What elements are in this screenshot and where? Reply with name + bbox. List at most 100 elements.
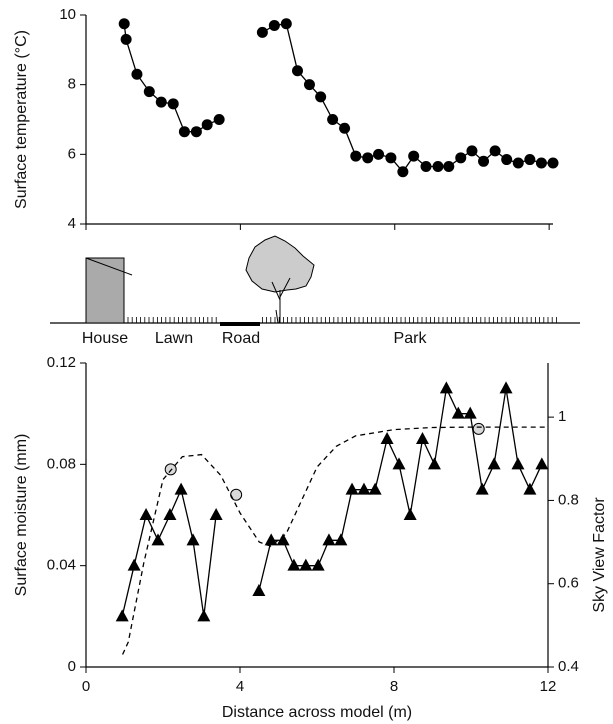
point <box>315 91 327 103</box>
label: Lawn <box>155 330 193 347</box>
point <box>489 145 501 157</box>
data-line <box>122 426 548 655</box>
y-tick-label: 4 <box>68 215 76 232</box>
x-tick-label: 4 <box>236 678 244 695</box>
point <box>167 98 179 110</box>
point <box>252 584 266 596</box>
point <box>151 533 165 546</box>
point <box>415 432 429 444</box>
y-axis-label: Surface moisture (mm) <box>13 434 30 597</box>
point <box>403 508 417 520</box>
point <box>362 152 374 164</box>
y2-tick-label: 0.4 <box>558 658 579 675</box>
x-tick-label: 8 <box>390 678 398 695</box>
point <box>139 508 153 520</box>
point <box>524 154 536 166</box>
grass-blades <box>127 317 557 323</box>
point <box>164 463 177 476</box>
point <box>385 152 397 164</box>
road <box>220 322 260 326</box>
point <box>327 114 339 125</box>
point <box>311 558 325 571</box>
x-axis-label: Distance across model (m) <box>222 704 412 721</box>
y2-axis-label: Sky View Factor <box>591 497 608 613</box>
point <box>268 19 280 31</box>
point <box>280 18 292 30</box>
point <box>427 457 441 470</box>
point <box>118 18 130 30</box>
y2-tick-label: 0.8 <box>558 491 579 508</box>
y-axis-label: Surface temperature (°C) <box>13 30 30 209</box>
point <box>264 533 278 546</box>
point <box>511 457 525 470</box>
data-line <box>123 22 553 173</box>
point <box>163 508 177 520</box>
point <box>443 161 455 173</box>
label: Road <box>222 330 260 347</box>
tree-crown <box>245 235 315 293</box>
x-tick-label: 12 <box>540 678 557 695</box>
point <box>186 533 200 546</box>
point <box>439 381 453 394</box>
point <box>178 126 190 138</box>
point <box>197 609 211 622</box>
point <box>455 152 467 164</box>
point <box>523 482 537 495</box>
y2-tick-label: 0.6 <box>558 575 579 592</box>
y-tick-label: 0.08 <box>47 455 76 472</box>
point <box>339 122 351 134</box>
point <box>408 150 420 162</box>
point <box>115 609 129 622</box>
point <box>501 154 513 166</box>
point <box>256 26 268 38</box>
schematic: House Lawn Road Park <box>50 235 580 347</box>
point <box>373 148 385 160</box>
point <box>350 150 362 162</box>
point <box>174 482 188 495</box>
point <box>190 126 202 138</box>
tree-trunk <box>271 277 291 324</box>
point <box>397 166 409 178</box>
x-tick-label: 0 <box>82 678 90 695</box>
y-tick-label: 8 <box>68 76 76 93</box>
point <box>322 533 336 546</box>
point <box>512 157 524 169</box>
roof <box>85 257 133 276</box>
y-tick-label: 0 <box>68 658 76 675</box>
point <box>292 65 304 77</box>
point <box>357 482 371 495</box>
point <box>155 96 167 108</box>
point <box>276 533 290 546</box>
point <box>475 482 489 495</box>
point <box>209 508 223 520</box>
point <box>380 432 394 444</box>
house <box>85 257 125 324</box>
point <box>143 86 155 98</box>
point <box>432 161 444 173</box>
grass <box>127 317 557 323</box>
point <box>499 381 513 394</box>
point <box>131 68 143 80</box>
point <box>303 79 315 91</box>
point <box>299 558 313 571</box>
point <box>334 533 348 546</box>
label: Park <box>394 330 428 347</box>
point <box>478 155 490 167</box>
point <box>472 422 485 435</box>
point <box>201 119 213 131</box>
point <box>420 161 432 173</box>
point <box>535 457 549 470</box>
y-tick-label: 10 <box>59 6 76 23</box>
point <box>547 157 559 169</box>
point <box>451 406 465 419</box>
data-line <box>121 386 543 617</box>
y2-tick-label: 1 <box>558 408 566 425</box>
point <box>287 558 301 571</box>
point <box>463 406 477 419</box>
point <box>120 33 132 45</box>
point <box>466 145 478 157</box>
y-tick-label: 6 <box>68 145 76 162</box>
y-tick-label: 0.12 <box>47 354 76 371</box>
label: House <box>82 330 128 347</box>
